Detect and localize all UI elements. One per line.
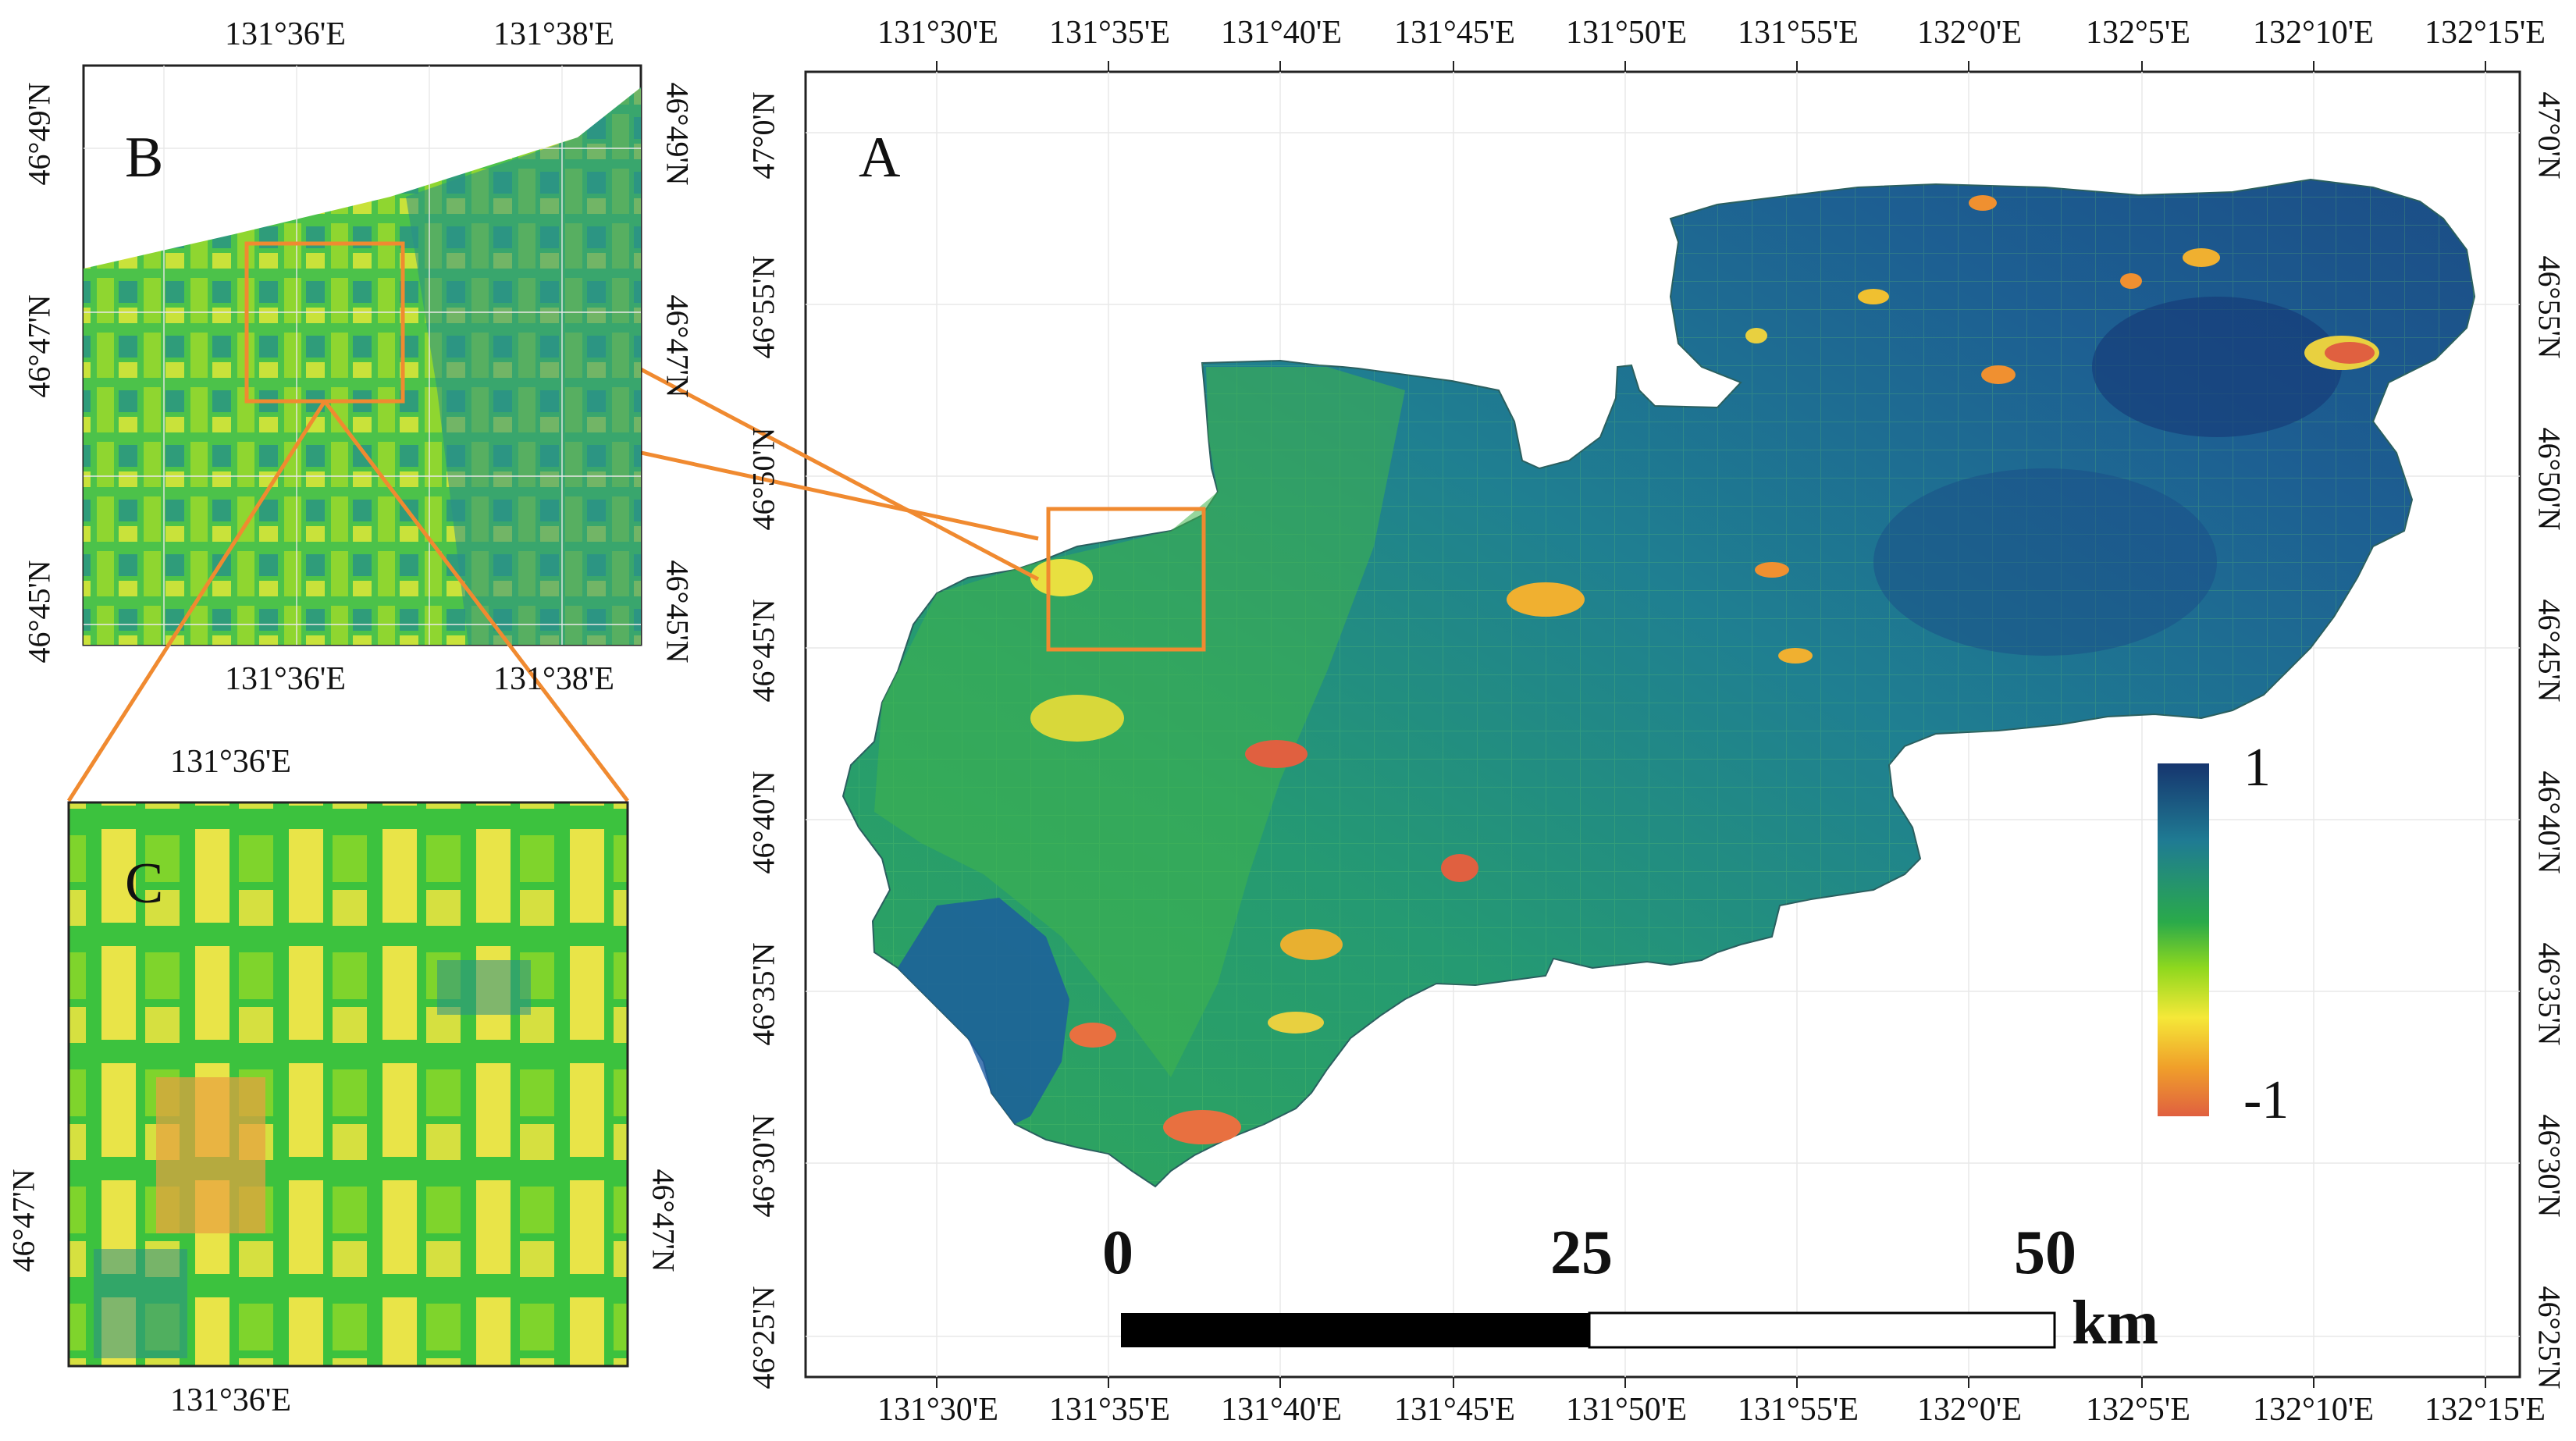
lat-label: 46°45'N xyxy=(21,560,57,664)
wetland-dark-zone xyxy=(2092,297,2342,437)
scale-bar-white xyxy=(1588,1311,2056,1349)
lon-label: 131°38'E xyxy=(493,16,615,52)
scale-bar-black xyxy=(1121,1313,1589,1347)
panel-a-letter: A xyxy=(859,126,901,190)
lat-label: 46°45'N xyxy=(2532,599,2567,703)
lon-label: 132°5'E xyxy=(2086,15,2191,51)
lon-label: 131°38'E xyxy=(493,661,615,697)
forest-zone xyxy=(898,898,1069,1124)
lon-label: 131°36'E xyxy=(225,16,347,52)
lon-label: 132°0'E xyxy=(1917,15,2023,51)
lat-label: 46°30'N xyxy=(2532,1114,2567,1218)
scale-label-50: 50 xyxy=(2014,1219,2076,1287)
lat-label: 46°49'N xyxy=(660,82,696,186)
lat-label: 46°45'N xyxy=(660,560,696,664)
lat-label: 46°35'N xyxy=(745,942,781,1046)
lon-label: 131°35'E xyxy=(1049,15,1171,51)
lat-label: 46°40'N xyxy=(2532,770,2567,874)
lat-label: 47°0'N xyxy=(2532,91,2567,180)
panel-a-map xyxy=(804,61,2521,1388)
cropland-zone xyxy=(874,367,1405,1077)
lat-label: 46°47'N xyxy=(5,1169,41,1272)
lat-label: 46°49'N xyxy=(21,82,57,186)
scale-label-25: 25 xyxy=(1550,1219,1613,1287)
lat-label: 46°47'N xyxy=(660,294,696,398)
legend-max-label: 1 xyxy=(2243,738,2271,798)
panel-b-map xyxy=(82,64,642,646)
lon-label: 132°15'E xyxy=(2425,15,2546,51)
panel-c-letter: C xyxy=(125,852,164,916)
lat-label: 47°0'N xyxy=(745,91,781,180)
lon-label: 132°15'E xyxy=(2425,1392,2546,1428)
lon-label: 131°40'E xyxy=(1221,1392,1343,1428)
lon-label: 131°55'E xyxy=(1738,15,1859,51)
panel-c-frame xyxy=(67,801,629,1368)
scale-unit: km xyxy=(2072,1289,2159,1357)
lon-label: 131°30'E xyxy=(877,15,999,51)
lat-label: 46°25'N xyxy=(745,1286,781,1389)
lon-label: 131°45'E xyxy=(1394,15,1516,51)
panel-c-map xyxy=(67,801,629,1368)
lat-label: 46°55'N xyxy=(745,255,781,359)
lon-label: 131°55'E xyxy=(1738,1392,1859,1428)
lon-label: 132°5'E xyxy=(2086,1392,2191,1428)
inset-extent-box-b xyxy=(1046,507,1206,652)
lat-label: 46°55'N xyxy=(2532,255,2567,359)
lon-label: 131°50'E xyxy=(1566,1392,1688,1428)
lat-label: 46°50'N xyxy=(745,427,781,531)
panel-b-letter: B xyxy=(125,126,164,190)
connector-b-to-c xyxy=(66,400,629,802)
lon-label: 131°45'E xyxy=(1394,1392,1516,1428)
lat-label: 46°35'N xyxy=(2532,942,2567,1046)
lat-label: 46°25'N xyxy=(2532,1286,2567,1389)
low-ndvi-patches xyxy=(1030,195,2379,1144)
lat-label: 46°40'N xyxy=(745,770,781,874)
lon-label: 132°0'E xyxy=(1917,1392,2023,1428)
lat-label: 46°45'N xyxy=(745,599,781,703)
lat-label: 46°47'N xyxy=(21,294,57,398)
lon-label: 131°36'E xyxy=(170,744,292,780)
ndvi-legend-colorbar xyxy=(2158,763,2209,1116)
lon-label: 131°35'E xyxy=(1049,1392,1171,1428)
lat-label: 46°47'N xyxy=(646,1169,681,1272)
lon-label: 131°40'E xyxy=(1221,15,1343,51)
lat-label: 46°30'N xyxy=(745,1114,781,1218)
scale-label-0: 0 xyxy=(1102,1219,1133,1287)
lon-label: 131°30'E xyxy=(877,1392,999,1428)
lat-label: 46°50'N xyxy=(2532,427,2567,531)
lon-label: 132°10'E xyxy=(2253,1392,2375,1428)
lon-label: 132°10'E xyxy=(2253,15,2375,51)
lon-label: 131°50'E xyxy=(1566,15,1688,51)
lon-label: 131°36'E xyxy=(225,661,347,697)
legend-min-label: -1 xyxy=(2243,1070,2290,1130)
lon-label: 131°36'E xyxy=(170,1382,292,1418)
